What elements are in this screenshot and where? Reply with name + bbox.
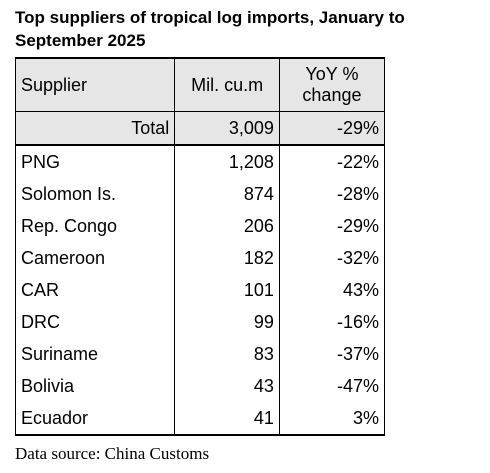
source-note: Data source: China Customs (15, 444, 210, 463)
row: Cameroon 182 -32% (14, 242, 386, 274)
title: Top suppliers of tropical log imports, J… (15, 8, 405, 50)
header-row: Supplier Mil. cu.m YoY % change (14, 57, 386, 112)
cell: PNG (14, 145, 176, 178)
cell: -29% (278, 210, 386, 242)
cell: Solomon Is. (14, 178, 176, 210)
cell: Bolivia (14, 370, 176, 402)
cell: 43 (174, 370, 280, 402)
cell: 99 (174, 306, 280, 338)
cell: 182 (174, 242, 280, 274)
row: PNG 1,208 -22% (14, 145, 386, 178)
cell: -22% (278, 145, 386, 178)
total-row: Total 3,009 -29% (14, 111, 386, 146)
row: DRC 99 -16% (14, 306, 386, 338)
cell: 41 (174, 402, 280, 436)
row: Ecuador 41 3% (14, 402, 386, 436)
cell: Suriname (14, 338, 176, 370)
row: Solomon Is. 874 -28% (14, 178, 386, 210)
cell: -28% (278, 178, 386, 210)
cell: Rep. Congo (14, 210, 176, 242)
row: Suriname 83 -37% (14, 338, 386, 370)
total-cell: Total (14, 111, 176, 146)
row: Rep. Congo 206 -29% (14, 210, 386, 242)
table: Supplier Mil. cu.m YoY % change Total 3,009… (14, 57, 386, 436)
table-header: Supplier Mil. cu.m YoY % change (14, 57, 386, 112)
table-body: Total 3,009 -29% PNG 1,208 -22% Solomon Is. 874… (14, 111, 386, 436)
cell: -47% (278, 370, 386, 402)
row: Bolivia 43 -47% (14, 370, 386, 402)
cell: 206 (174, 210, 280, 242)
cell: Cameroon (14, 242, 176, 274)
cell: DRC (14, 306, 176, 338)
total-cell: -29% (278, 111, 386, 146)
cell: 101 (174, 274, 280, 306)
cell: CAR (14, 274, 176, 306)
header-cell: Mil. cu.m (174, 57, 280, 112)
total-cell: 3,009 (174, 111, 280, 146)
cell: Ecuador (14, 402, 176, 436)
cell: 43% (278, 274, 386, 306)
cell: -16% (278, 306, 386, 338)
header-cell: YoY % change (278, 57, 386, 112)
cell: -37% (278, 338, 386, 370)
cell: -32% (278, 242, 386, 274)
cell: 874 (174, 178, 280, 210)
cell: 3% (278, 402, 386, 436)
row: CAR 101 43% (14, 274, 386, 306)
header-cell: Supplier (14, 57, 176, 112)
cell: 83 (174, 338, 280, 370)
cell: 1,208 (174, 145, 280, 178)
